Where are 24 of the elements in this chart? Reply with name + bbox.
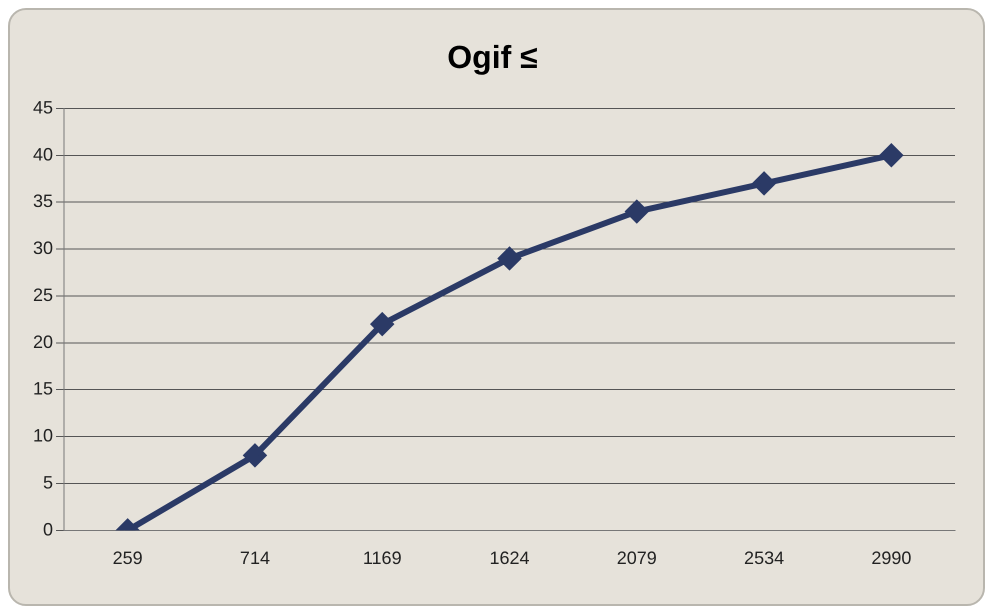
y-tick-label: 20 [32,332,54,352]
point [753,172,776,194]
y-tick-label: 30 [32,238,54,258]
point [498,247,521,270]
chart-title: Ogif ≤ [447,39,538,76]
x-tick-label: 2534 [744,548,784,568]
point [880,144,902,166]
point [626,200,648,223]
y-tick-label: 45 [32,97,54,118]
x-tick-label: 2079 [616,548,657,568]
point [244,444,266,466]
y-tick-label: 25 [32,284,54,305]
point [371,313,394,336]
x-tick-label: 259 [112,548,143,568]
x-tick-label: 1169 [362,548,402,568]
y-tick-label: 10 [32,426,54,446]
x-tick-label: 1624 [489,548,530,568]
y-tick-label: 40 [32,144,54,164]
y-tick-label: 5 [43,472,54,492]
y-tick-label: 15 [32,378,54,399]
y-tick-label: 35 [32,191,54,212]
x-tick-label: 2990 [871,548,912,568]
y-tick-label: 0 [43,519,54,540]
x-tick-label: 714 [240,548,270,568]
